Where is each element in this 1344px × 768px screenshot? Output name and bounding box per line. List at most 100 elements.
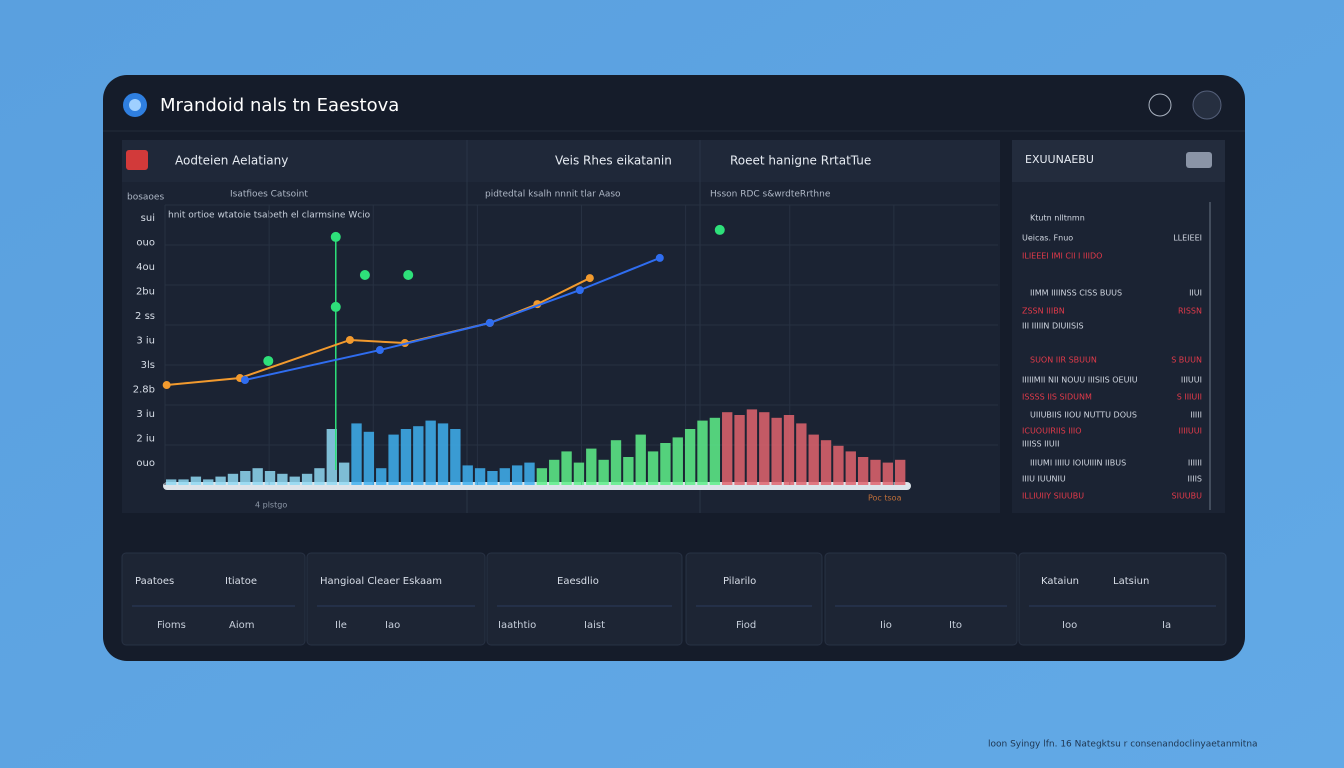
card-title: Pilarilo xyxy=(723,576,756,587)
bar xyxy=(660,443,671,485)
card-label: Ile xyxy=(335,620,347,631)
logo-core xyxy=(129,99,141,111)
row-label: ICUOUIRIIS IIIO xyxy=(1022,427,1082,436)
bar xyxy=(203,479,214,485)
line-point xyxy=(375,346,384,355)
bar xyxy=(549,459,560,485)
bar xyxy=(623,457,634,485)
row-label: Ktutn nlltnmn xyxy=(1030,214,1085,223)
bar xyxy=(425,420,436,485)
row-label: SUON IIR SBUUN xyxy=(1030,356,1097,365)
subtitle: Isatfioes Catsoint xyxy=(230,190,308,200)
y-label: 3 iu xyxy=(136,336,155,347)
card-title: Latsiun xyxy=(1113,576,1149,587)
card-title: Eaesdlio xyxy=(557,576,599,587)
y-label: 2.8b xyxy=(133,385,155,396)
y-label: 3 iu xyxy=(136,409,155,420)
row-value: IIIUUI xyxy=(1181,376,1202,385)
row-value: LLEIEEI xyxy=(1173,234,1202,243)
bar xyxy=(573,462,585,485)
bar xyxy=(215,476,226,485)
bar xyxy=(314,468,325,485)
card-label: Iio xyxy=(880,620,892,631)
card xyxy=(824,552,1018,646)
bar xyxy=(474,468,486,485)
bar xyxy=(264,471,276,485)
card xyxy=(486,552,683,646)
bar xyxy=(635,434,646,485)
footer-text: loon Syingy lfn. 16 Nategktsu r consenan… xyxy=(988,740,1258,750)
y-label: sui xyxy=(141,213,155,224)
tab-icon xyxy=(126,150,148,170)
subtitle: Hsson RDC s&wrdteRrthne xyxy=(710,190,831,200)
bar xyxy=(388,434,399,485)
dot xyxy=(714,224,725,235)
bar xyxy=(536,468,548,485)
bar xyxy=(289,476,300,485)
bar xyxy=(178,479,189,485)
row-label: IIMM IIIINSS CISS BUUS xyxy=(1030,289,1122,298)
bar xyxy=(511,465,523,485)
row-value: IIIII xyxy=(1190,411,1202,420)
y-label: 4ou xyxy=(136,262,155,273)
line-point xyxy=(585,274,594,283)
bar xyxy=(845,451,856,485)
card-label: Fiod xyxy=(736,620,756,631)
chart-tabs xyxy=(122,140,1000,182)
bar xyxy=(796,423,807,485)
row-value: RISSN xyxy=(1178,307,1202,316)
card-label: Aiom xyxy=(229,620,254,631)
tab-label: Roeet hanigne RrtatTue xyxy=(730,154,871,168)
dot xyxy=(359,270,370,280)
bar xyxy=(684,429,696,485)
row-label: IIIIIMII NII NOUU IIISIIS OEUIU xyxy=(1022,376,1138,385)
bar xyxy=(462,465,473,485)
card-label: Iao xyxy=(385,620,400,631)
dot xyxy=(263,355,274,366)
bar xyxy=(301,473,313,485)
y-label: ouo xyxy=(136,458,155,469)
bar xyxy=(722,412,733,485)
bar xyxy=(487,471,498,485)
card-title: Hangioal Cleaer Eskaam xyxy=(320,576,442,587)
bar xyxy=(647,451,659,485)
bar xyxy=(499,468,510,485)
row-value: SIUUBU xyxy=(1172,492,1203,501)
dot xyxy=(330,231,341,242)
card-label: Ia xyxy=(1162,620,1171,631)
line-point xyxy=(162,381,171,390)
subtitle: pidtedtal ksalh nnnit tlar Aaso xyxy=(485,190,621,200)
menu-button[interactable] xyxy=(1192,90,1222,120)
bar xyxy=(771,417,782,485)
bar xyxy=(746,409,758,485)
line-point xyxy=(575,286,584,295)
row-value: IIIIII xyxy=(1188,459,1202,468)
line-point xyxy=(240,376,249,384)
card-label: Iaist xyxy=(584,620,605,631)
tab-label: Aodteien Aelatiany xyxy=(175,154,288,168)
bar xyxy=(277,473,288,485)
bar xyxy=(338,462,350,485)
bar xyxy=(870,459,881,485)
bar xyxy=(734,415,745,485)
side-title: EXUUNAEBU xyxy=(1025,153,1094,166)
y-label: 2 ss xyxy=(135,311,155,322)
bar xyxy=(240,471,251,485)
y-label: 2 iu xyxy=(136,434,155,445)
side-panel xyxy=(1012,140,1225,513)
row-value: IIIIUUI xyxy=(1178,427,1202,436)
row-label: IIIISS IIUII xyxy=(1022,440,1059,449)
card-title: Paatoes xyxy=(135,576,174,587)
subtitle: bosaoes xyxy=(127,193,164,203)
back-button[interactable] xyxy=(1148,93,1172,117)
bar xyxy=(808,434,819,485)
bar xyxy=(697,420,708,485)
bar xyxy=(227,473,239,485)
card-title: Kataiun xyxy=(1041,576,1079,587)
card-label: Iaathtio xyxy=(498,620,536,631)
bar xyxy=(190,476,202,485)
line-point xyxy=(485,318,494,327)
row-label: ILLIUIIY SIUUBU xyxy=(1022,492,1084,501)
y-label: ouo xyxy=(136,238,155,249)
side-icon xyxy=(1186,152,1212,168)
